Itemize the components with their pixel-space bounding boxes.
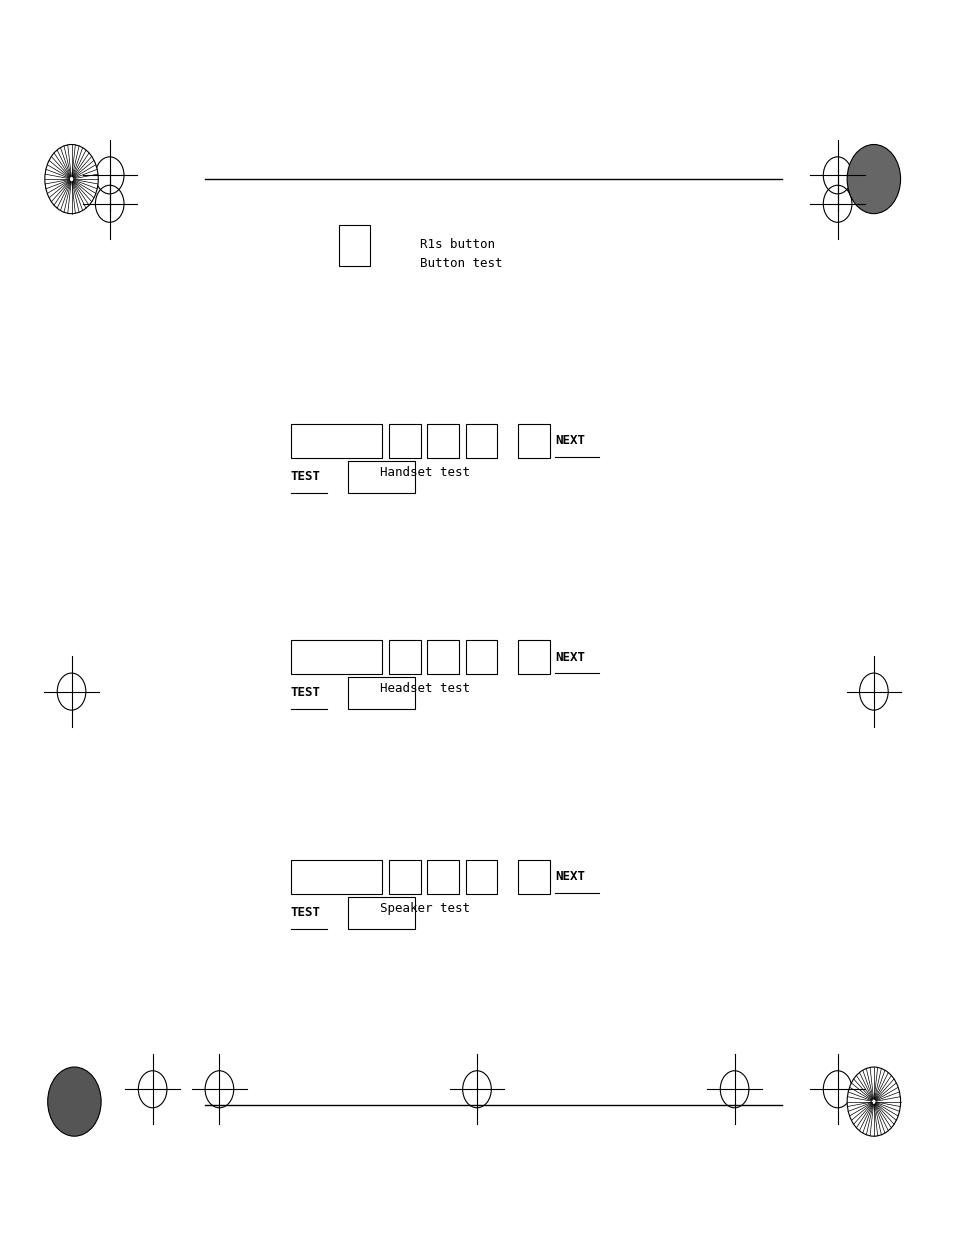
Text: Handset test: Handset test [379, 466, 469, 479]
Text: TEST: TEST [291, 687, 320, 699]
Text: Headset test: Headset test [379, 682, 469, 695]
Text: Speaker test: Speaker test [379, 902, 469, 915]
Circle shape [846, 1067, 900, 1136]
Text: NEXT: NEXT [555, 651, 584, 663]
Circle shape [846, 144, 900, 214]
Circle shape [48, 1067, 101, 1136]
Text: TEST: TEST [291, 906, 320, 919]
Text: NEXT: NEXT [555, 871, 584, 883]
Text: TEST: TEST [291, 471, 320, 483]
Circle shape [45, 144, 98, 214]
Text: Button test: Button test [419, 257, 501, 269]
Text: R1s button: R1s button [419, 238, 495, 251]
Text: NEXT: NEXT [555, 435, 584, 447]
